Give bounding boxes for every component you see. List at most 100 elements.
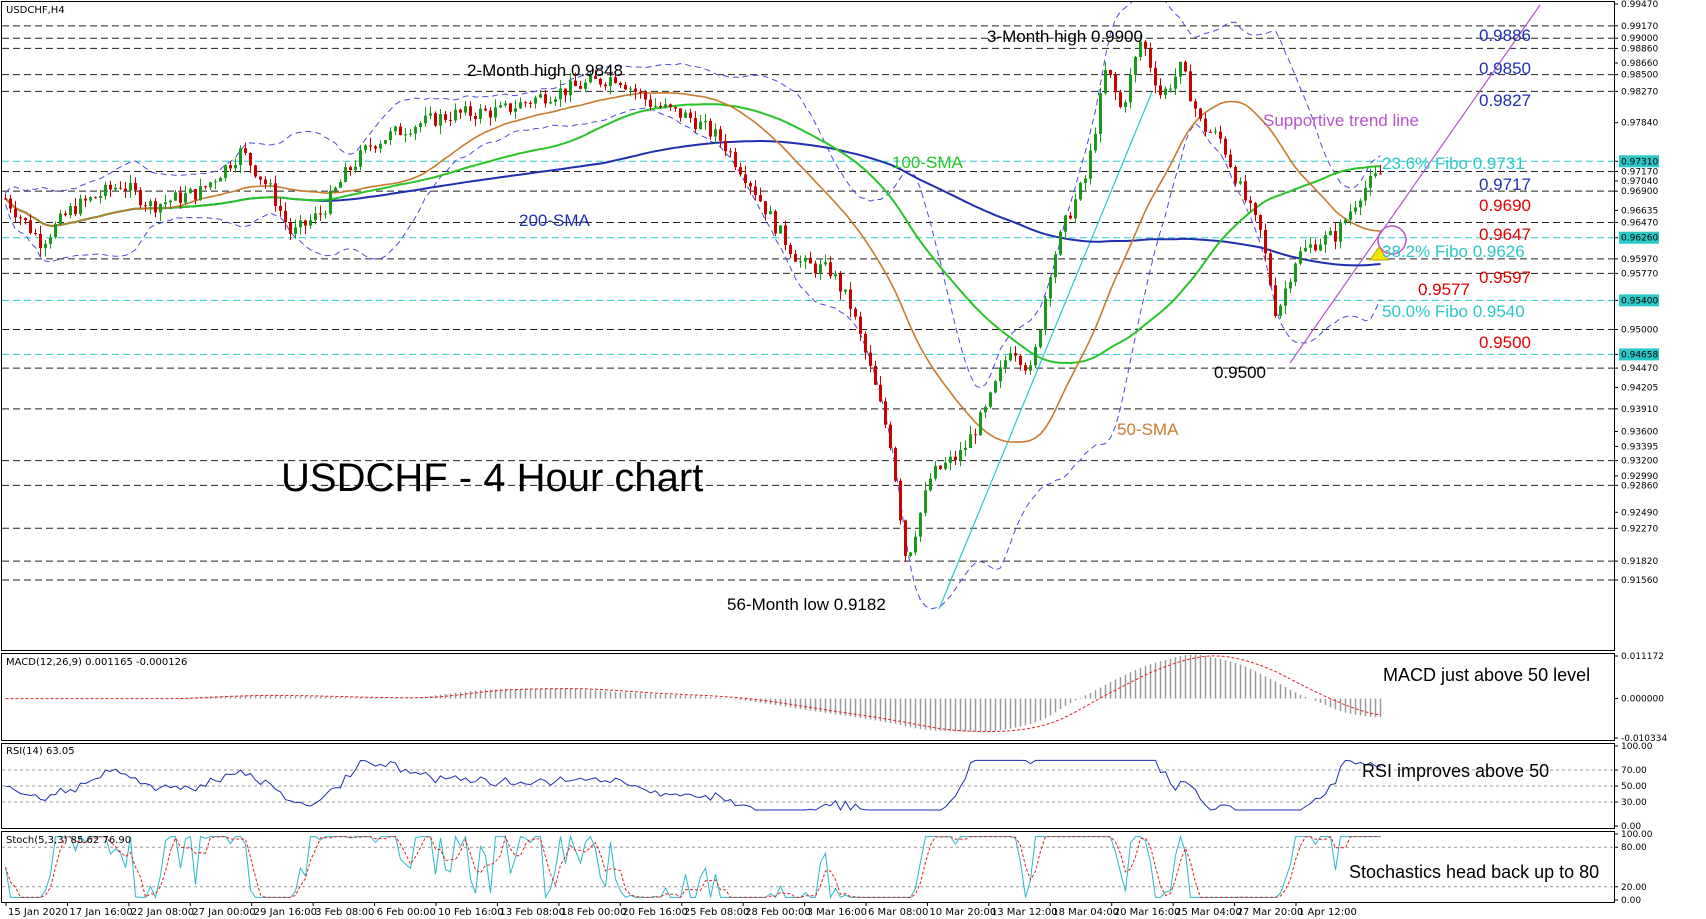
candle-body: [829, 262, 832, 277]
rsi-tick-label: 30.00: [1621, 798, 1647, 808]
candle-body: [489, 110, 492, 118]
candle-body: [614, 77, 617, 83]
date-label: 20 Feb 16:00: [622, 907, 688, 918]
candle-body: [449, 119, 452, 121]
candle-body: [459, 109, 462, 113]
price-tick-label: 0.92860: [1621, 481, 1658, 491]
price-highlight: [1619, 231, 1659, 244]
candle-body: [594, 75, 597, 79]
candle-body: [89, 197, 92, 201]
candle-body: [539, 94, 542, 98]
candle-body: [239, 148, 242, 165]
candle-body: [199, 186, 202, 200]
candle-body: [854, 308, 857, 317]
candle-body: [749, 183, 752, 187]
candle-body: [419, 123, 422, 127]
candle-body: [1104, 69, 1107, 94]
candle-body: [929, 478, 932, 491]
candle-body: [974, 434, 977, 436]
candle-body: [1079, 182, 1082, 200]
candle-body: [599, 78, 602, 85]
candle-body: [364, 145, 367, 151]
candle-body: [879, 384, 882, 402]
candle-body: [1244, 181, 1247, 201]
price-levels: [2, 25, 1614, 581]
price-tick-label: 0.94658: [1621, 350, 1658, 360]
candle-body: [764, 201, 767, 215]
candle-body: [219, 177, 222, 182]
price-tick-label: 0.98860: [1621, 44, 1658, 54]
level-label: 0.9690: [1479, 196, 1531, 215]
candle-body: [299, 220, 302, 228]
price-tick-label: 0.96635: [1621, 206, 1658, 216]
candle-body: [1039, 330, 1042, 348]
candle-body: [1149, 48, 1152, 68]
candle-body: [14, 208, 17, 218]
candle-body: [124, 188, 127, 191]
date-label: 10 Mar 20:00: [929, 907, 996, 918]
touch-triangle: [1369, 246, 1389, 261]
candle-body: [619, 82, 622, 85]
stochastic-title: Stoch(5,3,3) 85.62 76.90: [6, 835, 131, 846]
candle-body: [1094, 133, 1097, 151]
candle-body: [324, 213, 327, 215]
fibo-trend-line: [938, 91, 1153, 610]
candle-body: [159, 204, 162, 213]
candle-body: [504, 103, 507, 106]
candle-body: [414, 126, 417, 134]
price-tick-label: 0.99470: [1621, 0, 1658, 10]
candle-body: [34, 233, 37, 235]
date-label: 27 Jan 00:00: [192, 907, 255, 918]
candle-body: [354, 166, 357, 171]
candle-body: [434, 113, 437, 126]
candle-body: [1164, 88, 1167, 96]
level-label: 0.9827: [1479, 91, 1531, 110]
candle-body: [214, 181, 217, 183]
candle-body: [1114, 74, 1117, 93]
candle-body: [754, 186, 757, 196]
candle-body: [1179, 61, 1182, 77]
candle-body: [1209, 131, 1212, 133]
candle-body: [869, 352, 872, 366]
candle-body: [1239, 181, 1242, 184]
candle-body: [129, 182, 132, 191]
price-tick-label: 0.92490: [1621, 508, 1658, 518]
candle-body: [979, 412, 982, 436]
candle-body: [1269, 253, 1272, 286]
rsi-tick-label: 50.00: [1621, 782, 1647, 792]
candle-body: [964, 447, 967, 450]
candle-body: [934, 465, 937, 479]
candle-body: [169, 200, 172, 203]
candle-body: [189, 189, 192, 194]
price-tick-label: 0.96470: [1621, 218, 1658, 228]
candle-body: [1029, 365, 1032, 371]
candle-body: [874, 365, 877, 385]
stochastic-pane: [1, 831, 1615, 903]
price-tick-label: 0.95770: [1621, 269, 1658, 279]
date-label: 10 Feb 16:00: [438, 907, 504, 918]
candle-body: [984, 406, 987, 413]
candle-body: [1014, 353, 1017, 356]
candle-body: [499, 105, 502, 108]
candle-body: [1194, 101, 1197, 109]
low-9500-label: 0.9500: [1214, 363, 1266, 382]
date-label: 22 Jan 08:00: [131, 907, 194, 918]
price-tick-label: 0.92270: [1621, 524, 1658, 534]
date-label: 13 Mar 12:00: [991, 907, 1058, 918]
candle-body: [384, 140, 387, 144]
candle-body: [604, 84, 607, 87]
price-tick-label: 0.97040: [1621, 177, 1658, 187]
level-label: 0.9647: [1479, 225, 1531, 244]
level-label: 0.9886: [1479, 26, 1531, 45]
candle-body: [734, 151, 737, 168]
candle-body: [574, 80, 577, 87]
touch-circle: [1377, 225, 1407, 255]
price-tick-label: 0.98500: [1621, 71, 1658, 81]
candle-body: [334, 187, 337, 191]
bollinger-bands: [5, 2, 1381, 610]
candle-body: [1379, 173, 1382, 175]
moving-averages: [4, 91, 1381, 443]
price-tick-label: 0.99000: [1621, 34, 1658, 44]
